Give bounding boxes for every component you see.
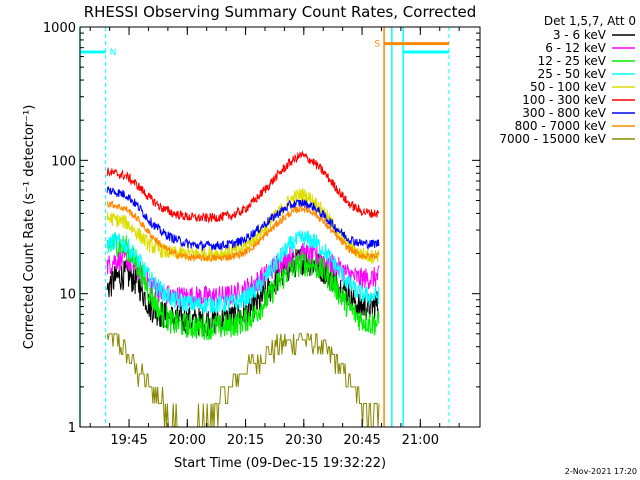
legend-entry-label: 300 - 800 keV — [522, 106, 606, 120]
series-line — [106, 232, 380, 341]
x-tick-label: 21:00 — [402, 433, 439, 448]
series-line — [106, 185, 380, 252]
legend-entry-label: 12 - 25 keV — [538, 54, 607, 68]
series-100-300kev — [106, 150, 380, 224]
y-tick-label: 1000 — [43, 21, 76, 36]
legend-entry-label: 7000 - 15000 keV — [499, 132, 606, 146]
x-axis-label: Start Time (09-Dec-15 19:32:22) — [174, 456, 386, 471]
x-tick-label: 19:45 — [110, 433, 147, 448]
legend-header: Det 1,5,7, Att 0 — [544, 14, 636, 28]
flag-label: N — [110, 48, 117, 58]
legend-entry-label: 100 - 300 keV — [522, 93, 606, 107]
series-50-100kev — [106, 188, 380, 264]
series-7000-15000kev — [106, 333, 380, 428]
flag-label: S — [374, 40, 380, 50]
y-tick-label: 1 — [68, 421, 76, 436]
y-axis-label: Corrected Count Rate (s⁻¹ detector⁻¹) — [22, 105, 37, 350]
x-tick-label: 20:30 — [285, 433, 322, 448]
legend-entry-label: 25 - 50 keV — [538, 67, 607, 81]
footer-timestamp: 2-Nov-2021 17:20 — [565, 467, 637, 476]
series-line — [106, 188, 380, 264]
plot-frame — [79, 26, 481, 428]
x-tick-label: 20:00 — [169, 433, 206, 448]
legend-entry-label: 800 - 7000 keV — [515, 119, 607, 133]
legend-entry-label: 6 - 12 keV — [545, 41, 607, 55]
legend-entry-label: 3 - 6 keV — [553, 28, 607, 42]
x-axis: 19:45 20:00 20:15 20:30 20:45 21:00 — [89, 27, 460, 448]
y-tick-label: 10 — [59, 288, 76, 303]
series-line — [106, 229, 380, 314]
series-line — [106, 150, 380, 224]
legend-entry-label: 50 - 100 keV — [530, 80, 607, 94]
series-800-7000kev — [106, 200, 379, 263]
series-line — [106, 333, 380, 428]
x-tick-label: 20:15 — [227, 433, 264, 448]
series-12-25kev — [106, 232, 380, 341]
x-tick-label: 20:45 — [343, 433, 380, 448]
y-tick-label: 100 — [51, 154, 76, 169]
series-line — [106, 200, 379, 263]
plot-area: NS — [79, 26, 481, 428]
series-300-800kev — [106, 185, 380, 252]
y-axis: 1 10 100 1000 — [43, 21, 480, 436]
chart-title: RHESSI Observing Summary Count Rates, Co… — [84, 3, 477, 21]
series-25-50kev — [106, 229, 380, 314]
